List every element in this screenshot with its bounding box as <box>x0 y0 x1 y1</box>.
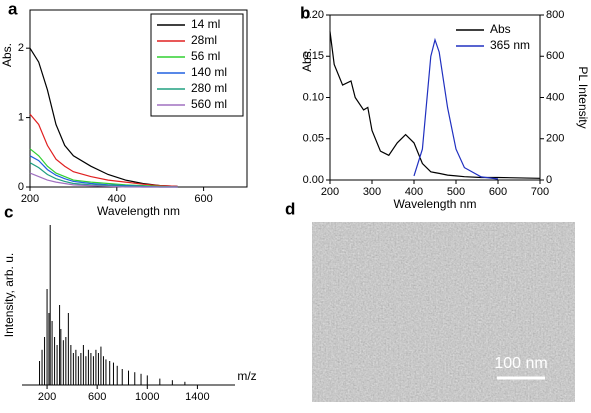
y2-axis-label: PL Intensity <box>576 66 590 128</box>
x-tick-label: 500 <box>447 186 465 198</box>
y2-tick-label: 800 <box>546 9 564 21</box>
x-tick-label: 200 <box>321 186 339 198</box>
series-line <box>29 155 178 188</box>
y-axis-label: Intensity, arb. u. <box>2 253 16 338</box>
y-tick-label: 0.20 <box>303 9 324 21</box>
y2-tick-label: 400 <box>546 91 564 103</box>
series-line <box>329 31 541 179</box>
legend-label: 280 ml <box>191 81 227 95</box>
x-axis-label: m/z <box>237 369 256 383</box>
y2-tick-label: 200 <box>546 133 564 145</box>
legend-label: 14 ml <box>191 17 220 31</box>
y-tick-label: 0.05 <box>303 133 324 145</box>
x-tick-label: 600 <box>194 193 212 205</box>
panel-label: b <box>300 3 310 22</box>
legend-label: Abs <box>490 22 511 36</box>
panel-label: d <box>285 199 295 218</box>
y-tick-label: 0 <box>18 181 24 193</box>
x-tick-label: 700 <box>531 186 549 198</box>
y-tick-label: 0.15 <box>303 50 324 62</box>
micrograph <box>312 222 575 402</box>
x-tick-label: 600 <box>489 186 507 198</box>
legend-label: 140 ml <box>191 65 227 79</box>
legend-box <box>150 13 244 117</box>
x-tick-label: 1000 <box>135 391 159 403</box>
x-axis-label: Wavelength nm <box>97 204 180 218</box>
series-line <box>413 37 499 180</box>
x-tick-label: 1400 <box>185 391 209 403</box>
panel-label: c <box>4 202 13 221</box>
legend-label: 28ml <box>191 33 217 47</box>
x-tick-label: 200 <box>38 391 56 403</box>
x-tick-label: 400 <box>108 193 126 205</box>
series-line <box>29 113 178 187</box>
legend-label: 560 ml <box>191 97 227 111</box>
series-line <box>29 148 178 188</box>
y-tick-label: 0.10 <box>303 91 324 103</box>
series-line <box>29 172 178 188</box>
y2-tick-label: 0 <box>546 174 552 186</box>
x-tick-label: 400 <box>405 186 423 198</box>
y-tick-label: 2 <box>18 42 24 54</box>
panel-label: a <box>8 0 18 18</box>
scale-label: 100 nm <box>494 355 547 372</box>
x-tick-label: 600 <box>88 391 106 403</box>
x-tick-label: 200 <box>21 193 39 205</box>
y2-tick-label: 600 <box>546 50 564 62</box>
y-axis-label: Abs. <box>0 43 14 67</box>
x-tick-label: 300 <box>363 186 381 198</box>
x-axis-label: Wavelength nm <box>394 197 477 211</box>
y-axis-label: Abs. <box>300 48 314 72</box>
legend-label: 56 ml <box>191 49 220 63</box>
legend-label: 365 nm <box>490 38 530 52</box>
y-tick-label: 1 <box>18 111 24 123</box>
y-tick-label: 0.00 <box>303 174 324 186</box>
